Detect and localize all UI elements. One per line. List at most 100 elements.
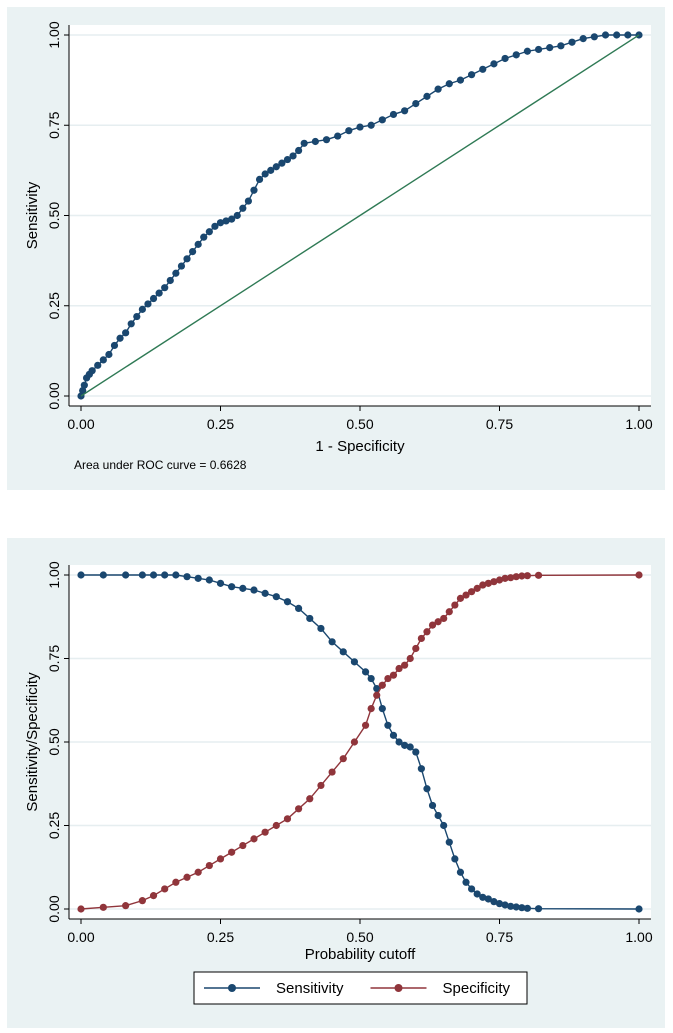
x-tick-label: 0.25 [207,416,234,432]
sensitivity-point [495,900,504,908]
sensitivity-point [440,821,448,830]
series-0-point [367,121,375,129]
series-0-point [110,341,119,350]
y-tick-label: 0.50 [46,728,62,755]
specificity-point [428,621,437,629]
series-0-point [200,233,208,241]
series-0-point [80,381,88,389]
sensitivity-point [406,743,414,751]
specificity-point [395,664,403,673]
series-0-point [568,38,576,46]
specificity-point [99,903,107,911]
specificity-point [484,579,492,587]
x-tick-label: 0.75 [486,416,513,432]
specificity-point [389,671,398,679]
series-0-point [601,31,610,39]
y-axis-title: Sensitivity/Specificity [24,672,41,812]
series-0-point [122,329,130,337]
series-0-point [590,33,598,41]
sensitivity-point [328,638,336,646]
sensitivity-point [295,604,303,612]
y-tick-label: 0.50 [46,202,62,229]
series-0-point [105,350,113,359]
sensitivity-point [473,890,481,898]
specificity-point [172,878,180,886]
sensitivity-point [534,905,543,913]
y-axis-title: Sensitivity [24,181,41,249]
specificity-point [306,795,314,803]
x-axis-title: 1 - Specificity [315,438,405,455]
x-tick-label: 0.50 [346,929,373,945]
series-0-point [138,305,146,313]
series-0-point [94,361,102,369]
series-0-point [194,240,202,248]
y-tick-label: 1.00 [46,21,62,48]
sensitivity-point [479,893,487,901]
series-0-point [189,248,197,256]
sensitivity-point [261,589,269,597]
sensitivity-point [484,895,492,903]
series-0-point [149,294,158,303]
specificity-point [479,581,487,589]
sensitivity-point [228,583,236,591]
cutoff-chart: 0.00 0.25 0.50 0.75 1.00 0.00 0.25 0.50 0.75 1.00… [24,561,653,1005]
y-tick-label: 0.25 [46,292,62,319]
series-0-point [490,60,498,68]
series-0-point [534,45,543,54]
series-0-point [177,262,186,270]
legend-label-sensitivity: Sensitivity [276,980,344,997]
series-0-point [557,42,565,50]
specificity-point [434,618,442,626]
sensitivity-point [512,903,520,911]
sensitivity-point [283,598,292,606]
series-0-point [501,54,509,63]
specificity-point [138,897,146,905]
series-0-point [289,152,297,160]
specificity-point [534,571,543,579]
series-0-point [401,107,409,115]
series-0-point [228,215,236,223]
specificity-point [350,738,359,746]
sensitivity-point [99,571,107,579]
specificity-point [295,805,303,813]
series-0-point [300,139,308,147]
y-tick-label: 0.00 [46,382,62,409]
series-0-point [161,284,169,292]
sensitivity-point [250,586,258,594]
series-0-point [278,159,286,167]
specificity-point [384,674,392,683]
specificity-point [205,861,213,870]
y-tick-label: 0.00 [46,895,62,922]
sensitivity-point [122,571,130,579]
series-0-point [172,269,180,277]
sensitivity-point [468,885,476,893]
series-0-point [267,166,275,174]
sensitivity-point [501,901,509,909]
sensitivity-point [428,801,437,810]
series-0-point [211,222,219,230]
legend-swatch-marker [394,984,403,992]
series-0-point [378,116,386,124]
specificity-point [473,584,481,592]
specificity-point [239,841,247,850]
specificity-point [523,572,532,580]
specificity-point [161,885,169,893]
series-0-point [250,186,258,194]
series-0-point [127,320,135,328]
specificity-point [339,755,347,763]
series-0-point [272,163,280,171]
series-0-point [523,47,532,55]
specificity-point [401,661,409,669]
series-0-point [261,170,269,178]
specificity-point [468,588,476,596]
y-tick-label: 0.75 [46,645,62,672]
series-0-point [389,110,398,119]
series-0-point [613,31,621,39]
sensitivity-point [389,731,398,739]
series-0-point [244,197,252,205]
sensitivity-point [635,905,643,913]
series-0-point [624,31,632,39]
sensitivity-point [161,571,169,579]
x-tick-label: 1.00 [625,929,652,945]
sensitivity-point [77,571,85,579]
